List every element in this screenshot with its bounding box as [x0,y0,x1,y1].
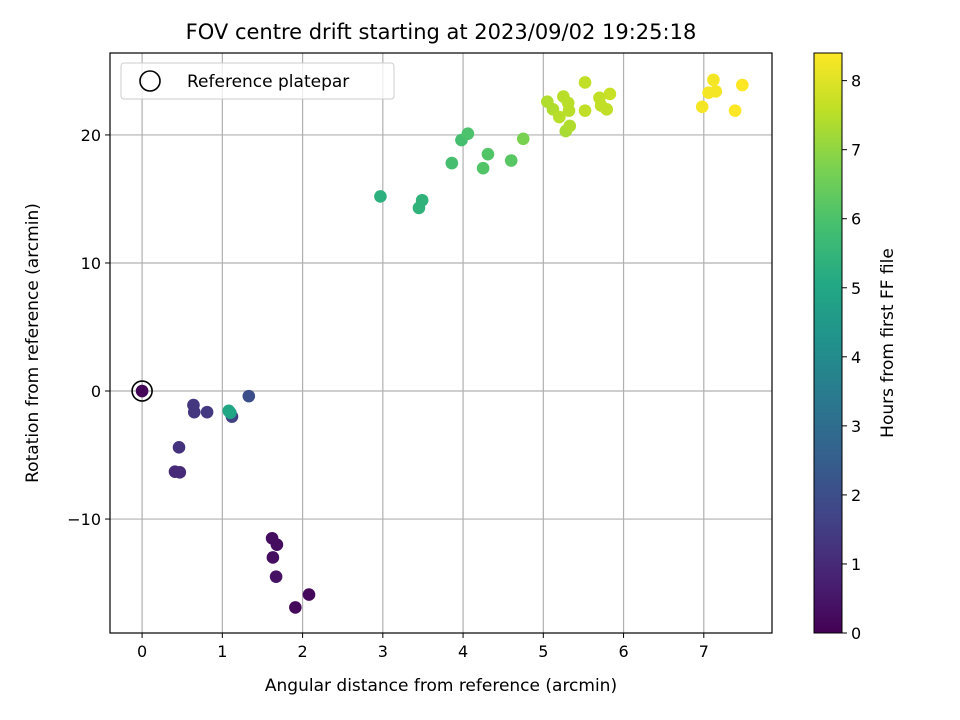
scatter-point [603,87,617,101]
scatter-point [415,193,429,207]
scatter-point [269,570,283,583]
scatter-point [461,127,475,140]
colorbar-tick-label: 2 [851,486,861,505]
colorbar-tick-label: 6 [851,210,861,229]
scatter-point [600,103,614,116]
plot-frame [109,52,773,634]
scatter-point [476,161,490,175]
scatter-point [374,190,387,203]
y-axis-label: Rotation from reference (arcmin) [23,203,43,483]
scatter-point [736,78,749,92]
scatter-point [504,154,518,167]
y-tick-label: 0 [91,382,101,401]
x-tick-label: 0 [137,642,147,661]
legend-box [120,62,395,100]
colorbar-tick-label: 3 [851,417,861,436]
x-tick-label: 6 [618,642,628,661]
x-tick-label: 1 [217,642,227,661]
colorbar-label: Hours from first FF file [878,248,898,438]
scatter-points [135,73,749,614]
scatter-point [562,104,576,117]
y-tick-label: −10 [67,510,101,529]
scatter-point [270,538,284,551]
scatter-point [173,466,187,479]
scatter-point [187,405,201,419]
scatter-point [516,132,530,146]
scatter-point [266,551,280,564]
colorbar-tick-label: 5 [851,279,861,298]
colorbar-tick-label: 4 [851,348,861,367]
scatter-point [289,601,302,614]
x-axis-label: Angular distance from reference (arcmin) [265,676,617,696]
x-tick-label: 5 [538,642,548,661]
scatter-point [172,441,186,454]
colorbar-tick-label: 7 [851,141,861,160]
legend-entry-reference: Reference platepar [187,72,349,92]
colorbar-tick-label: 0 [851,624,861,643]
colorbar-tick-label: 1 [851,555,861,574]
scatter-point [578,104,592,117]
colorbar: 0 1 2 3 4 5 6 7 8 Hours from first FF file [813,52,898,643]
x-tick-label: 3 [378,642,388,661]
x-tick-label: 4 [458,642,468,661]
scatter-point [553,110,566,124]
grid-lines [110,53,772,633]
scatter-point [728,104,742,117]
y-tick-label: 20 [81,126,101,145]
reference-marker-layer [131,380,153,402]
scatter-point [695,100,709,114]
scatter-point [707,73,720,87]
legend: Reference platepar [120,62,395,100]
x-axis: 0 1 2 3 4 5 6 7 [137,633,709,661]
scatter-point [578,76,592,89]
x-tick-label: 7 [699,642,709,661]
scatter-point [445,156,459,170]
y-axis: −10 0 10 20 [67,126,110,529]
colorbar-ticks: 0 1 2 3 4 5 6 7 8 [842,72,861,643]
legend-marker-reference [139,70,161,92]
colorbar-tick-label: 8 [851,72,861,91]
scatter-point [135,384,149,398]
scatter-point [302,588,316,601]
y-tick-label: 10 [81,254,101,273]
x-tick-label: 2 [297,642,307,661]
chart-title: FOV centre drift starting at 2023/09/02 … [186,20,697,44]
scatter-point [709,85,723,98]
scatter-point [222,404,236,418]
scatter-point [563,119,577,133]
colorbar-gradient [813,52,843,634]
scatter-point [242,389,256,403]
reference-platepar-marker [131,380,153,402]
scatter-point [200,405,214,419]
scatter-point [481,147,495,161]
